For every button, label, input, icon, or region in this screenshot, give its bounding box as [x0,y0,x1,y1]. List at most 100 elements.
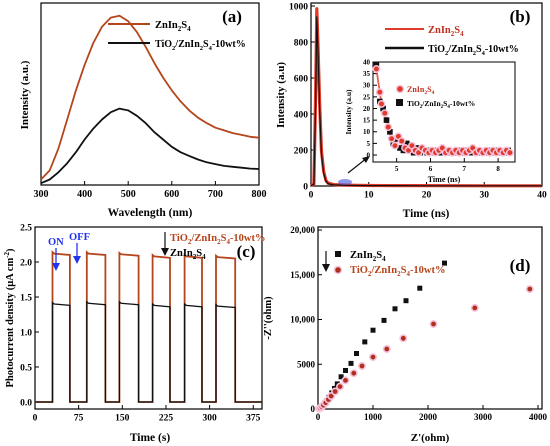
series-a-zn-line [40,14,260,181]
panel-c-ylabel: Photocurrent density (μA cm-2) [3,248,16,388]
panel-c-ytick-label: 1.0 [20,328,32,338]
panel-c-ytick-label: 0.0 [20,398,32,408]
point-d-ti [429,319,438,328]
panel-a: 300 400 500 600 700 800 (a) ZnIn2S4 TiO2/ZnIn… [19,2,267,219]
panel-c-label: (c) [237,242,256,261]
inset-ticks: 5 6 7 8 0 5 10 15 20 25 30 35 40 [363,58,500,173]
point-d-ti [331,387,340,396]
inset-xlabel: Time (ns) [428,175,461,184]
panel-c-ytick-label: 1.5 [20,293,32,303]
inset-point-zn [372,65,381,73]
panel-d-points [315,260,534,413]
panel-c-ytick-label: 2.0 [20,258,32,268]
panel-b-label: (b) [510,7,531,26]
inset-xtick-label: 8 [496,165,500,173]
panel-d-ylabel: -Z''(ohm) [263,296,274,340]
point-d-zn [354,351,359,356]
panel-b-ylabel: Intensity (a.u) [275,62,287,128]
point-d-ti [399,334,408,343]
panel-d-xtick-label: 1000 [364,412,383,422]
panel-c-lines [35,250,262,403]
panel-b-xlabel: Time (ns) [403,208,450,220]
point-d-zn [392,306,398,312]
panel-c-xtick-label: 150 [115,414,130,424]
panel-a-xtick-label: 800 [252,189,267,200]
panel-d: 0 1000 2000 3000 4000 0 5000 10,000 15,000 20,000… [263,225,548,444]
inset-legend-zn: ZnIn2S4 [407,85,435,96]
point-d-ti [357,361,366,370]
inset-arrow-head [362,156,370,163]
panel-a-xlabel: Wavelength (nm) [108,207,193,219]
inset-points [372,61,514,157]
point-d-zn [442,260,447,266]
panel-b-xtick-label: 0 [309,191,314,201]
point-d-zn [348,360,354,366]
panel-a-label: (a) [222,7,242,26]
point-d-ti [470,303,479,312]
inset-point-ti [404,140,410,147]
legend-d-ti: TiO2/ZnIn2S4-10wt% [350,265,446,278]
legend-a-zn: ZnIn2S4 [155,20,191,33]
panel-b-ytick-label: 400 [294,110,309,120]
inset-xtick-label: 7 [463,165,467,173]
panel-c: 0 75 150 225 300 375 0.0 0.5 1.0 1.5 2.0 2.5 (c) ON… [3,223,266,444]
panel-d-label: (d) [510,256,531,275]
point-d-ti [368,353,377,362]
panel-c-frame [34,226,263,410]
panel-b-xtick-label: 40 [537,191,547,201]
inset-point-zn [375,88,384,97]
inset-point-ti [373,61,380,68]
inset-ytick-label: 20 [363,105,371,113]
point-d-zn [381,317,387,323]
inset-point-zn [505,148,514,157]
legend-c-arrow-head [161,248,169,256]
panel-a-lines [40,14,260,185]
point-d-zn [403,298,409,304]
inset-ytick-label: 0 [367,151,371,159]
inset-ytick-label: 30 [363,82,371,90]
panel-a-xtick-label: 500 [121,189,136,200]
inset-xtick-label: 5 [395,165,399,173]
inset-point-ti [380,105,386,112]
inset-ytick-label: 35 [363,70,371,78]
inset-ytick-label: 15 [363,117,371,125]
inset-legend-marker-zn [395,84,405,94]
panel-a-xtick-label: 600 [164,189,179,200]
panel-b-ytick-label: 800 [294,38,309,48]
panel-b-ytick-label: 600 [294,74,309,84]
series-b-ti-line [310,16,542,187]
inset-ytick-label: 25 [363,93,371,101]
panel-c-xtick-label: 0 [33,414,38,424]
panel-d-xtick-label: 4000 [529,412,548,422]
inset-ytick-label: 40 [363,58,371,66]
on-arrow-head [52,263,60,271]
panel-c-ytick-label: 2.5 [20,223,32,233]
panel-d-ytick-label: 20,000 [290,225,315,235]
panel-d-xtick-label: 2000 [419,412,438,422]
point-d-zn [343,368,348,373]
panel-d-xtick-label: 0 [316,412,321,422]
legend-c-zn: ZnIn2S4 [170,248,206,261]
panel-d-xtick-label: 3000 [474,412,493,422]
panel-c-xtick-label: 300 [202,414,217,424]
legend-c-ti: TiO2/ZnIn2S4-10wt% [170,233,266,246]
panel-a-frame [40,2,260,186]
point-d-ti [349,369,358,378]
inset-point-zn [380,109,389,118]
panel-a-xtick-label: 300 [34,189,49,200]
panel-d-ytick-label: 15,000 [290,270,315,280]
inset-legend-marker-ti [396,99,403,106]
legend-d-marker-zn [335,251,341,257]
inset-point-ti [397,145,403,151]
series-c-zn-line [35,300,262,403]
series-a-ti-line [40,107,260,185]
panel-d-ytick-label: 10,000 [290,315,315,325]
point-d-ti [382,344,391,353]
panel-b-xtick-label: 10 [364,191,374,201]
panel-c-xtick-label: 225 [159,414,174,424]
panel-d-frame [317,226,543,410]
legend-d-arrow-head [322,264,330,272]
panel-b-xtick-label: 30 [480,191,490,201]
inset-point-zn [377,99,386,108]
